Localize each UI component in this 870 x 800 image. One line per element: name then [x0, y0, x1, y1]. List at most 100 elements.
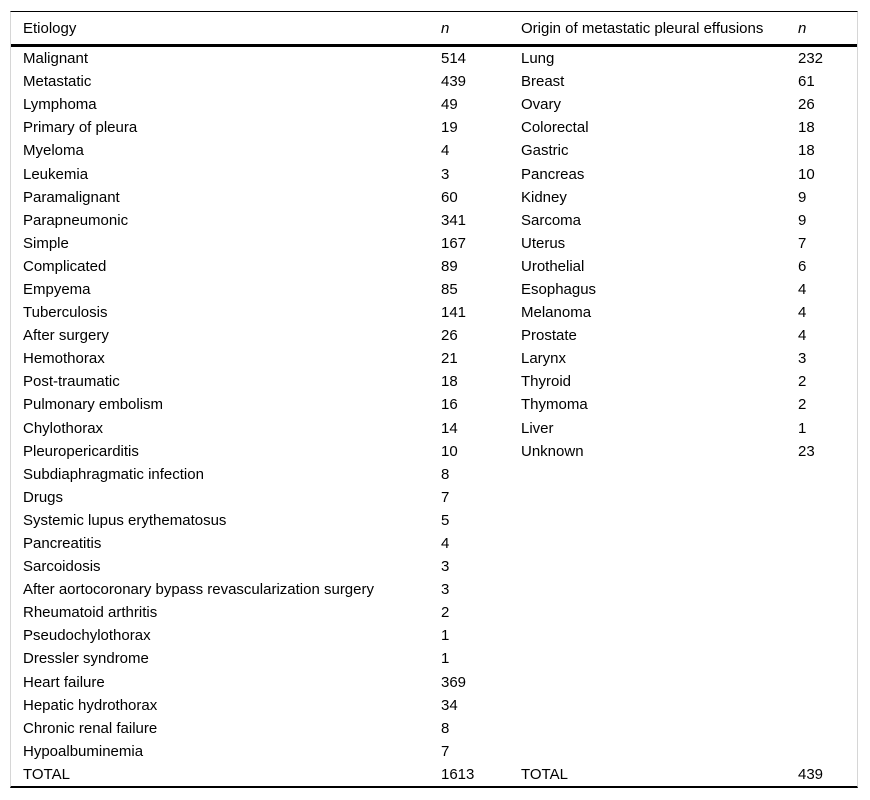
etiology-n-cell: 3: [441, 165, 450, 183]
etiology-cell: Subdiaphragmatic infection: [23, 465, 204, 483]
etiology-cell: Paramalignant: [23, 188, 120, 206]
etiology-n-cell: 21: [441, 350, 458, 368]
origin-cell: Esophagus: [521, 280, 597, 298]
etiology-cell: Systemic lupus erythematosus: [23, 511, 227, 529]
origin-n-cell: 23: [798, 442, 815, 460]
etiology-n-cell: 26: [441, 327, 458, 345]
origin-cell: Unknown: [521, 442, 584, 460]
table-row: Complicated 89 Urothelial 6: [11, 255, 857, 278]
origin-n-cell: 2: [798, 396, 807, 414]
origin-n-cell: 10: [798, 165, 815, 183]
origin-cell: Thyroid: [521, 373, 572, 391]
etiology-cell: Chronic renal failure: [23, 719, 158, 737]
table-row: Drugs 7: [11, 486, 857, 509]
table-row: Hepatic hydrothorax 34: [11, 694, 857, 717]
etiology-cell: Simple: [23, 234, 69, 252]
etiology-cell: Hepatic hydrothorax: [23, 696, 158, 714]
etiology-cell: Metastatic: [23, 73, 92, 91]
etiology-n-cell: 167: [441, 234, 467, 252]
origin-cell: Ovary: [521, 96, 562, 114]
table-row: Malignant 514 Lung 232: [11, 47, 857, 70]
etiology-cell: After aortocoronary bypass revasculariza…: [23, 581, 374, 599]
table-row: TOTAL 1613 TOTAL 439: [11, 763, 857, 786]
origin-n-cell: 4: [798, 327, 807, 345]
etiology-n-cell: 16: [441, 396, 458, 414]
origin-n-cell: 18: [798, 119, 815, 137]
origin-cell: Thymoma: [521, 396, 588, 414]
table-row: Pleuropericarditis 10 Unknown 23: [11, 440, 857, 463]
table-row: Heart failure 369: [11, 671, 857, 694]
etiology-n-cell: 89: [441, 257, 458, 275]
column-header-etiology-n: n: [441, 19, 450, 37]
origin-n-cell: 18: [798, 142, 815, 160]
table-row: Dressler syndrome 1: [11, 647, 857, 670]
etiology-cell: Pseudochylothorax: [23, 627, 151, 645]
origin-cell: Melanoma: [521, 304, 592, 322]
origin-cell: Lung: [521, 50, 555, 68]
column-header-origin: Origin of metastatic pleural effusions: [521, 19, 764, 37]
table-row: Subdiaphragmatic infection 8: [11, 463, 857, 486]
table-row: After aortocoronary bypass revasculariza…: [11, 578, 857, 601]
origin-cell: Urothelial: [521, 257, 585, 275]
etiology-cell: Pulmonary embolism: [23, 396, 164, 414]
etiology-n-cell: 14: [441, 419, 458, 437]
table-row: Chronic renal failure 8: [11, 717, 857, 740]
table-row: Tuberculosis 141 Melanoma 4: [11, 301, 857, 324]
origin-n-cell: 9: [798, 188, 807, 206]
etiology-n-cell: 60: [441, 188, 458, 206]
origin-n-cell: 1: [798, 419, 807, 437]
origin-n-cell: 2: [798, 373, 807, 391]
origin-n-cell: 26: [798, 96, 815, 114]
origin-cell: Breast: [521, 73, 565, 91]
etiology-cell: After surgery: [23, 327, 109, 345]
origin-cell: Uterus: [521, 234, 566, 252]
table-row: Sarcoidosis 3: [11, 555, 857, 578]
etiology-cell: Post-traumatic: [23, 373, 120, 391]
etiology-n-cell: 369: [441, 673, 467, 691]
etiology-n-cell: 7: [441, 488, 450, 506]
table-row: Lymphoma 49 Ovary 26: [11, 93, 857, 116]
etiology-n-cell: 514: [441, 50, 467, 68]
origin-cell: Liver: [521, 419, 554, 437]
table-body: Malignant 514 Lung 232 Metastatic 439 Breast 61…: [11, 47, 857, 786]
etiology-cell: Tuberculosis: [23, 304, 108, 322]
origin-cell: Gastric: [521, 142, 569, 160]
column-header-origin-n: n: [798, 19, 807, 37]
etiology-n-cell: 34: [441, 696, 458, 714]
table-header-row: Etiology n Origin of metastatic pleural …: [11, 12, 857, 47]
etiology-cell: Hemothorax: [23, 350, 105, 368]
etiology-n-cell: 8: [441, 719, 450, 737]
table-row: Leukemia 3 Pancreas 10: [11, 162, 857, 185]
table-row: Hypoalbuminemia 7: [11, 740, 857, 763]
etiology-cell: Pleuropericarditis: [23, 442, 139, 460]
etiology-cell: Leukemia: [23, 165, 89, 183]
etiology-n-cell: 4: [441, 142, 450, 160]
origin-cell: Prostate: [521, 327, 577, 345]
origin-n-cell: 61: [798, 73, 815, 91]
origin-n-cell: 4: [798, 280, 807, 298]
etiology-cell: Parapneumonic: [23, 211, 129, 229]
origin-n-cell: 439: [798, 765, 824, 783]
etiology-cell: Sarcoidosis: [23, 558, 101, 576]
etiology-n-cell: 7: [441, 742, 450, 760]
etiology-n-cell: 85: [441, 280, 458, 298]
etiology-n-cell: 439: [441, 73, 467, 91]
origin-n-cell: 232: [798, 50, 824, 68]
etiology-cell: Heart failure: [23, 673, 105, 691]
etiology-cell: Rheumatoid arthritis: [23, 604, 158, 622]
table-row: Rheumatoid arthritis 2: [11, 601, 857, 624]
etiology-cell: Hypoalbuminemia: [23, 742, 144, 760]
etiology-n-cell: 5: [441, 511, 450, 529]
table-row: Paramalignant 60 Kidney 9: [11, 186, 857, 209]
etiology-n-cell: 1: [441, 627, 450, 645]
table-row: Primary of pleura 19 Colorectal 18: [11, 116, 857, 139]
etiology-n-cell: 341: [441, 211, 467, 229]
origin-n-cell: 3: [798, 350, 807, 368]
table-row: Post-traumatic 18 Thyroid 2: [11, 370, 857, 393]
table-row: Pseudochylothorax 1: [11, 624, 857, 647]
table-row: After surgery 26 Prostate 4: [11, 324, 857, 347]
etiology-n-cell: 10: [441, 442, 458, 460]
etiology-cell: Empyema: [23, 280, 91, 298]
etiology-n-cell: 141: [441, 304, 467, 322]
etiology-cell: TOTAL: [23, 765, 70, 783]
